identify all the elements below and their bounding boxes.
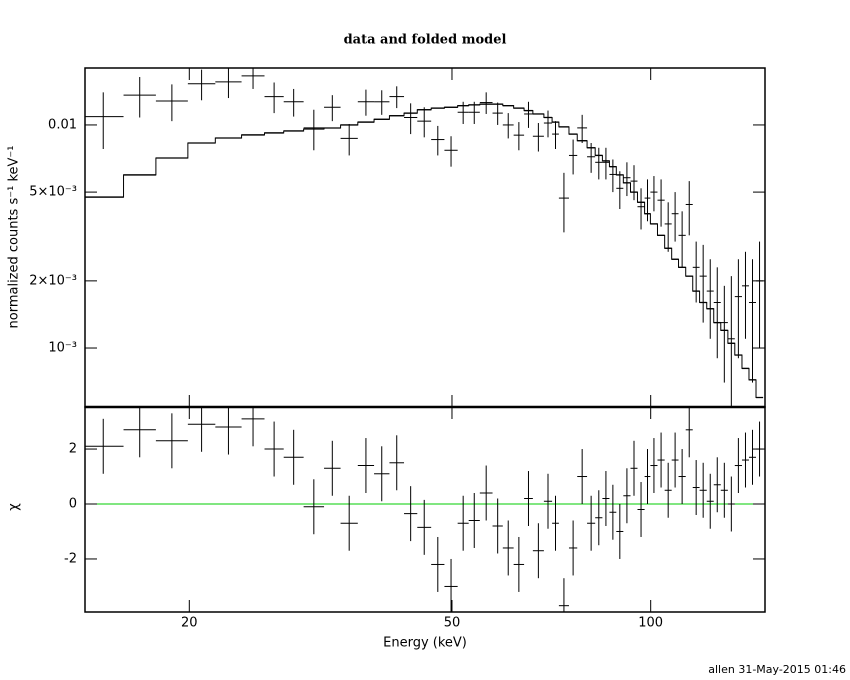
y-tick-label: 10⁻³ (48, 341, 77, 356)
x-tick-label: 20 (181, 616, 198, 631)
plot-area (85, 68, 764, 407)
y-axis-label: χ (7, 503, 22, 511)
x-tick-label: 100 (638, 616, 663, 631)
y-tick-label: 2×10⁻³ (29, 273, 77, 288)
y-tick-label: 5×10⁻³ (29, 185, 77, 200)
plot-area (85, 407, 765, 612)
y-tick-label: -2 (64, 551, 77, 566)
chart-title: data and folded model (344, 33, 507, 48)
y-tick-label: 2 (69, 442, 77, 457)
x-axis-label: Energy (keV) (383, 636, 467, 651)
y-axis-label: normalized counts s⁻¹ keV⁻¹ (7, 146, 22, 329)
y-tick-label: 0 (69, 497, 77, 512)
model-step-connector (85, 103, 764, 399)
x-tick-label: 50 (444, 616, 461, 631)
footer: allen 31-May-2015 01:46 (708, 663, 846, 676)
y-tick-label: 0.01 (48, 117, 77, 132)
